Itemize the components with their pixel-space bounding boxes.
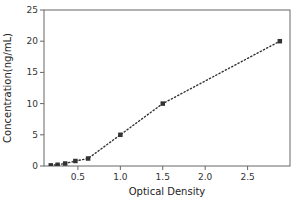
x-tick-label: 2.0: [198, 172, 213, 182]
y-tick: [40, 103, 44, 104]
y-tick-label: 20: [27, 36, 39, 46]
chart: 0.5 1.0 1.5 2.0 2.5 0 5 10 15 20 25 Optical Density…: [0, 0, 300, 200]
marker: [118, 133, 123, 138]
plot-area: [44, 10, 290, 166]
y-tick: [40, 41, 44, 42]
line: [51, 41, 280, 165]
y-axis-label: Concentration(ng/mL): [2, 33, 13, 143]
x-tick: [120, 166, 121, 170]
marker: [278, 39, 283, 44]
y-tick: [40, 10, 44, 11]
marker: [73, 159, 78, 164]
x-tick-label: 0.5: [71, 172, 85, 182]
x-tick: [77, 166, 78, 170]
y-tick-label: 5: [32, 130, 38, 140]
x-tick: [205, 166, 206, 170]
y-tick: [40, 72, 44, 73]
x-axis-label: Optical Density: [129, 186, 206, 197]
y-tick-label: 15: [27, 67, 38, 77]
y-tick-label: 0: [32, 161, 38, 171]
x-tick: [247, 166, 248, 170]
plot-frame: [44, 10, 290, 166]
x-tick-label: 1.5: [156, 172, 170, 182]
marker: [161, 101, 166, 106]
series: [49, 39, 283, 166]
marker: [55, 163, 60, 166]
marker: [86, 156, 91, 161]
x-tick-label: 1.0: [113, 172, 128, 182]
y-tick: [40, 166, 44, 167]
x-tick-label: 2.5: [240, 172, 254, 182]
marker: [49, 163, 54, 166]
marker: [63, 161, 67, 166]
y-tick-label: 10: [27, 99, 39, 109]
y-tick-label: 25: [27, 5, 38, 15]
y-tick: [40, 134, 44, 135]
x-tick: [162, 166, 163, 170]
